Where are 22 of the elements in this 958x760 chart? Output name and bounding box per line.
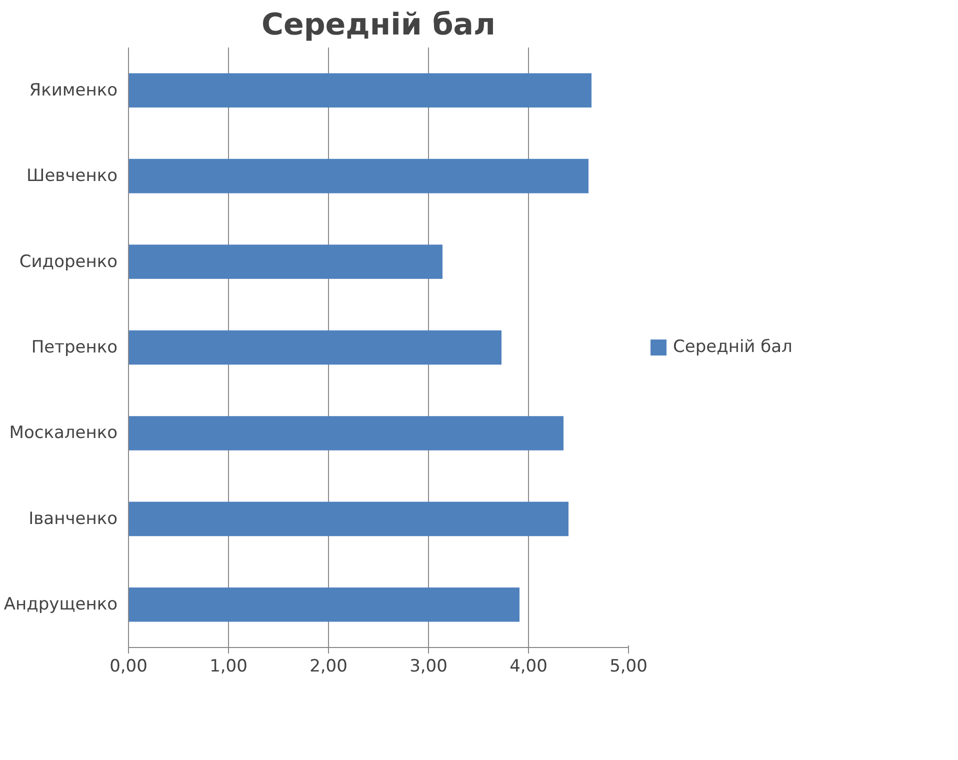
bar: [128, 158, 588, 194]
chart-title: Середній бал: [261, 8, 496, 42]
y-tick-label: Сидоренко: [19, 252, 118, 272]
y-tick-label: Петренко: [31, 338, 118, 358]
x-tick-label: 0,00: [110, 656, 148, 676]
x-tick-label: 5,00: [610, 656, 648, 676]
bar: [128, 416, 564, 450]
x-tick-label: 1,00: [210, 656, 248, 676]
x-tick-label: 4,00: [510, 656, 548, 676]
bar: [128, 73, 592, 108]
x-tick-label: 2,00: [310, 656, 348, 676]
bar: [128, 502, 568, 536]
legend-label: Середній бал: [673, 337, 792, 357]
y-tick-label: Москаленко: [9, 423, 118, 444]
bar: [128, 244, 442, 279]
bar: [128, 588, 520, 622]
x-tick-label: 3,00: [410, 656, 448, 676]
y-tick-label: Шевченко: [26, 166, 118, 186]
bar: [128, 330, 502, 365]
y-tick-label: Андрущенко: [4, 594, 118, 615]
y-tick-label: Іванченко: [28, 508, 118, 529]
y-tick-label: Якименко: [29, 80, 118, 100]
